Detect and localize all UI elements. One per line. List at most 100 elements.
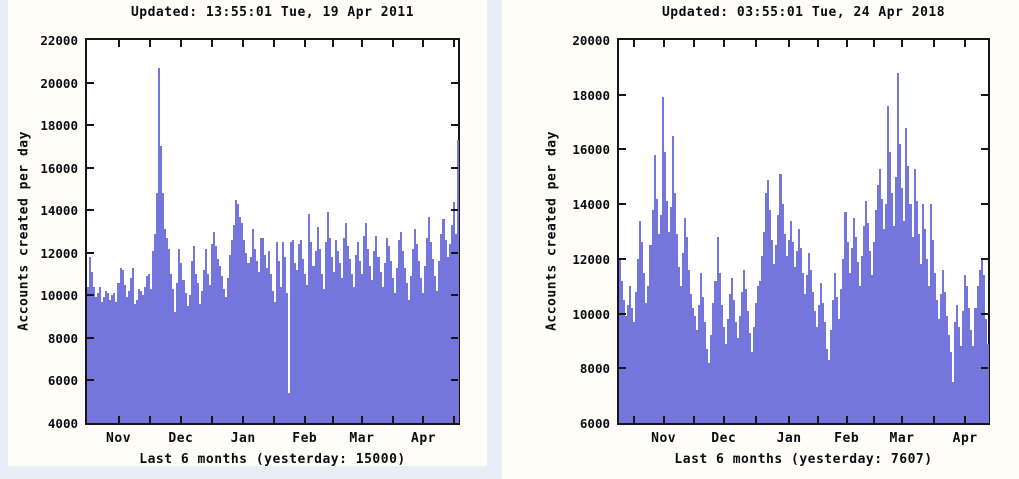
tick-mark	[981, 203, 988, 206]
bar	[667, 231, 670, 423]
bar	[773, 264, 776, 423]
bar	[231, 240, 234, 423]
bar	[822, 302, 825, 423]
tick-mark	[788, 416, 791, 423]
tick-mark	[422, 40, 425, 47]
bar	[931, 239, 934, 423]
bar	[145, 276, 148, 423]
tick-mark	[117, 40, 120, 47]
tick-mark	[87, 166, 94, 169]
bar	[401, 250, 404, 423]
bar	[775, 245, 778, 423]
bar	[105, 291, 108, 423]
tick-mark	[755, 416, 758, 423]
bar	[353, 286, 356, 423]
bar	[714, 280, 717, 423]
y-tick-label: 18000	[572, 87, 610, 103]
bar	[879, 168, 882, 423]
bar	[692, 308, 695, 423]
chart-panel-2011: Updated: 13:55:01 Tue, 19 Apr 2011 Accou…	[8, 0, 487, 467]
bar	[960, 346, 963, 423]
bar	[416, 244, 419, 423]
tick-mark	[303, 40, 306, 47]
bar	[290, 242, 293, 423]
bar	[852, 217, 855, 423]
tick-mark	[692, 40, 695, 47]
bar	[651, 209, 654, 423]
tick-mark	[901, 416, 904, 423]
bar	[962, 310, 965, 423]
bar	[889, 152, 892, 423]
bar	[212, 231, 215, 423]
bar	[830, 330, 833, 423]
bar	[809, 269, 812, 423]
bar	[355, 254, 358, 423]
bar	[637, 258, 640, 423]
bar	[619, 258, 622, 423]
tick-mark	[451, 379, 458, 382]
bar	[909, 204, 912, 423]
x-tick-label: Feb	[834, 431, 860, 446]
tick-mark	[788, 40, 791, 47]
chart-title: Updated: 13:55:01 Tue, 19 Apr 2011	[130, 5, 415, 20]
tick-mark	[332, 40, 335, 47]
tick-mark	[619, 257, 626, 260]
tick-mark	[981, 312, 988, 315]
bar	[438, 261, 441, 423]
bar	[982, 275, 985, 423]
tick-mark	[873, 416, 876, 423]
bar	[456, 140, 459, 423]
tick-mark	[179, 416, 182, 423]
bar	[757, 286, 760, 423]
bar	[846, 242, 849, 423]
bar	[330, 257, 333, 423]
bar	[170, 274, 173, 423]
bar	[627, 305, 630, 423]
tick-mark	[272, 416, 275, 423]
bar	[842, 258, 845, 423]
bar	[895, 176, 898, 423]
bar	[257, 271, 260, 423]
bar	[434, 276, 437, 423]
bar	[395, 267, 398, 423]
bar	[730, 278, 733, 423]
bar	[665, 201, 668, 423]
tick-mark	[662, 416, 665, 423]
tick-mark	[722, 40, 725, 47]
bar	[738, 316, 741, 423]
bar	[117, 282, 120, 423]
bar	[673, 193, 676, 423]
bar	[633, 321, 636, 423]
bar	[939, 294, 942, 423]
bar	[722, 327, 725, 423]
bar	[761, 256, 764, 423]
bar	[229, 254, 232, 423]
tick-mark	[692, 416, 695, 423]
bar	[149, 288, 152, 423]
bar	[407, 299, 410, 423]
bar	[265, 267, 268, 423]
tick-mark	[422, 416, 425, 423]
bar	[978, 269, 981, 423]
bar	[444, 240, 447, 423]
bar	[383, 263, 386, 423]
bar	[679, 286, 682, 423]
bar	[387, 246, 390, 423]
bar	[233, 225, 236, 423]
bar	[897, 72, 900, 423]
tick-mark	[391, 416, 394, 423]
bar	[91, 271, 94, 423]
bar	[302, 259, 305, 423]
bar	[403, 267, 406, 423]
bar	[854, 236, 857, 423]
bar	[349, 259, 352, 423]
bar	[292, 240, 295, 423]
bar	[373, 250, 376, 423]
bar	[119, 267, 122, 423]
bar	[137, 288, 140, 423]
bar	[645, 302, 648, 423]
bar	[210, 244, 213, 423]
bar	[121, 269, 124, 423]
bar	[166, 237, 169, 423]
bar-series	[87, 40, 459, 423]
